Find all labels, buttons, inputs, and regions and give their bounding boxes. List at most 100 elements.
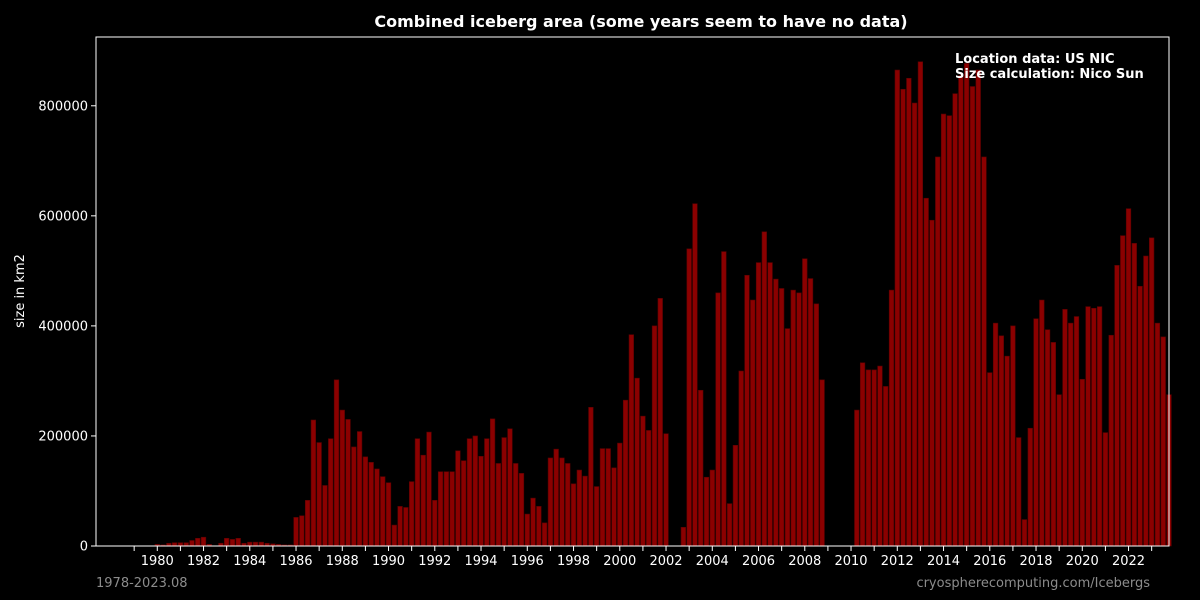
bar — [1050, 342, 1056, 547]
x-tick-label: 1992 — [418, 554, 451, 569]
bar — [790, 289, 796, 547]
bar — [1085, 306, 1091, 547]
bar — [380, 476, 386, 547]
bar — [322, 485, 328, 547]
bar — [559, 457, 565, 547]
annotation-line-1: Location data: US NIC — [955, 52, 1115, 67]
bar — [877, 365, 883, 547]
bar — [732, 444, 739, 547]
bar — [328, 438, 334, 547]
bar — [634, 377, 640, 547]
bar — [524, 513, 530, 547]
x-tick-label: 2018 — [1019, 554, 1052, 569]
bar — [721, 251, 727, 547]
bar — [802, 258, 808, 547]
bar — [952, 93, 958, 547]
bar — [200, 536, 207, 547]
bar — [605, 448, 611, 547]
y-tick-label: 0 — [80, 540, 88, 555]
bar — [611, 467, 617, 547]
bar — [1097, 306, 1103, 547]
bar — [709, 469, 715, 547]
bar — [258, 541, 264, 547]
y-axis: 0 200000 400000 600000 800000 — [38, 99, 96, 555]
bar — [912, 102, 918, 547]
bar — [368, 462, 374, 547]
bar — [455, 450, 461, 547]
bar — [478, 456, 484, 547]
bar — [807, 278, 814, 547]
bar — [992, 322, 999, 547]
bar — [894, 69, 900, 547]
bar — [576, 469, 582, 547]
bar — [617, 442, 623, 547]
bar — [819, 379, 825, 547]
bar — [940, 113, 947, 547]
bar — [530, 497, 536, 547]
bar — [1039, 299, 1045, 547]
bar — [1079, 378, 1085, 547]
bar — [1120, 235, 1126, 547]
bar — [628, 334, 634, 547]
bar — [1154, 322, 1161, 547]
bar — [310, 419, 316, 547]
bar — [888, 289, 895, 547]
bar — [727, 503, 733, 547]
bar — [235, 537, 241, 547]
bar — [224, 537, 230, 547]
bar — [622, 399, 629, 547]
plot-frame — [95, 36, 1170, 547]
x-tick-label: 2016 — [973, 554, 1006, 569]
bar — [738, 370, 744, 547]
bar — [565, 463, 571, 547]
bar — [929, 219, 935, 547]
x-tick-label: 1984 — [233, 554, 266, 569]
bar — [703, 476, 710, 547]
bar — [715, 292, 721, 547]
x-tick-label: 2020 — [1066, 554, 1099, 569]
bar — [443, 471, 449, 547]
x-tick-label: 2012 — [881, 554, 914, 569]
bar — [865, 369, 871, 547]
bar — [426, 431, 432, 547]
bar — [345, 419, 351, 547]
bar — [461, 460, 467, 547]
y-tick-label: 800000 — [38, 99, 88, 114]
x-tick-label: 2002 — [649, 554, 682, 569]
bar — [437, 471, 444, 547]
bar — [1016, 437, 1022, 547]
x-tick-label: 2006 — [742, 554, 775, 569]
annotation-line-2: Size calculation: Nico Sun — [955, 67, 1144, 82]
bar — [651, 325, 658, 547]
bar — [1143, 255, 1149, 547]
bar — [513, 463, 519, 547]
bar — [640, 415, 646, 547]
x-tick-label: 2010 — [834, 554, 867, 569]
bar — [773, 278, 779, 547]
bar — [247, 541, 253, 547]
bar — [466, 438, 473, 547]
bar — [744, 274, 750, 547]
x-axis: 1980 1982 1984 1986 1988 1990 1992 1994 1996 1998… — [133, 546, 1153, 569]
bar — [403, 507, 409, 547]
bar — [1108, 334, 1114, 547]
bar — [432, 500, 438, 547]
bar — [362, 456, 369, 547]
bar — [189, 540, 195, 547]
bar — [542, 522, 548, 547]
bar — [489, 418, 496, 547]
bar — [570, 483, 577, 547]
footer-source-url: cryospherecomputing.com/Icebergs — [916, 576, 1150, 591]
bar — [252, 541, 259, 547]
bar — [871, 369, 877, 547]
bar — [1125, 208, 1132, 547]
bar — [547, 457, 554, 547]
bar — [582, 475, 588, 547]
bar — [859, 362, 866, 547]
bar — [304, 500, 311, 547]
bar — [779, 288, 785, 547]
bar — [1033, 318, 1039, 547]
bar — [397, 506, 403, 547]
bar — [414, 438, 421, 547]
